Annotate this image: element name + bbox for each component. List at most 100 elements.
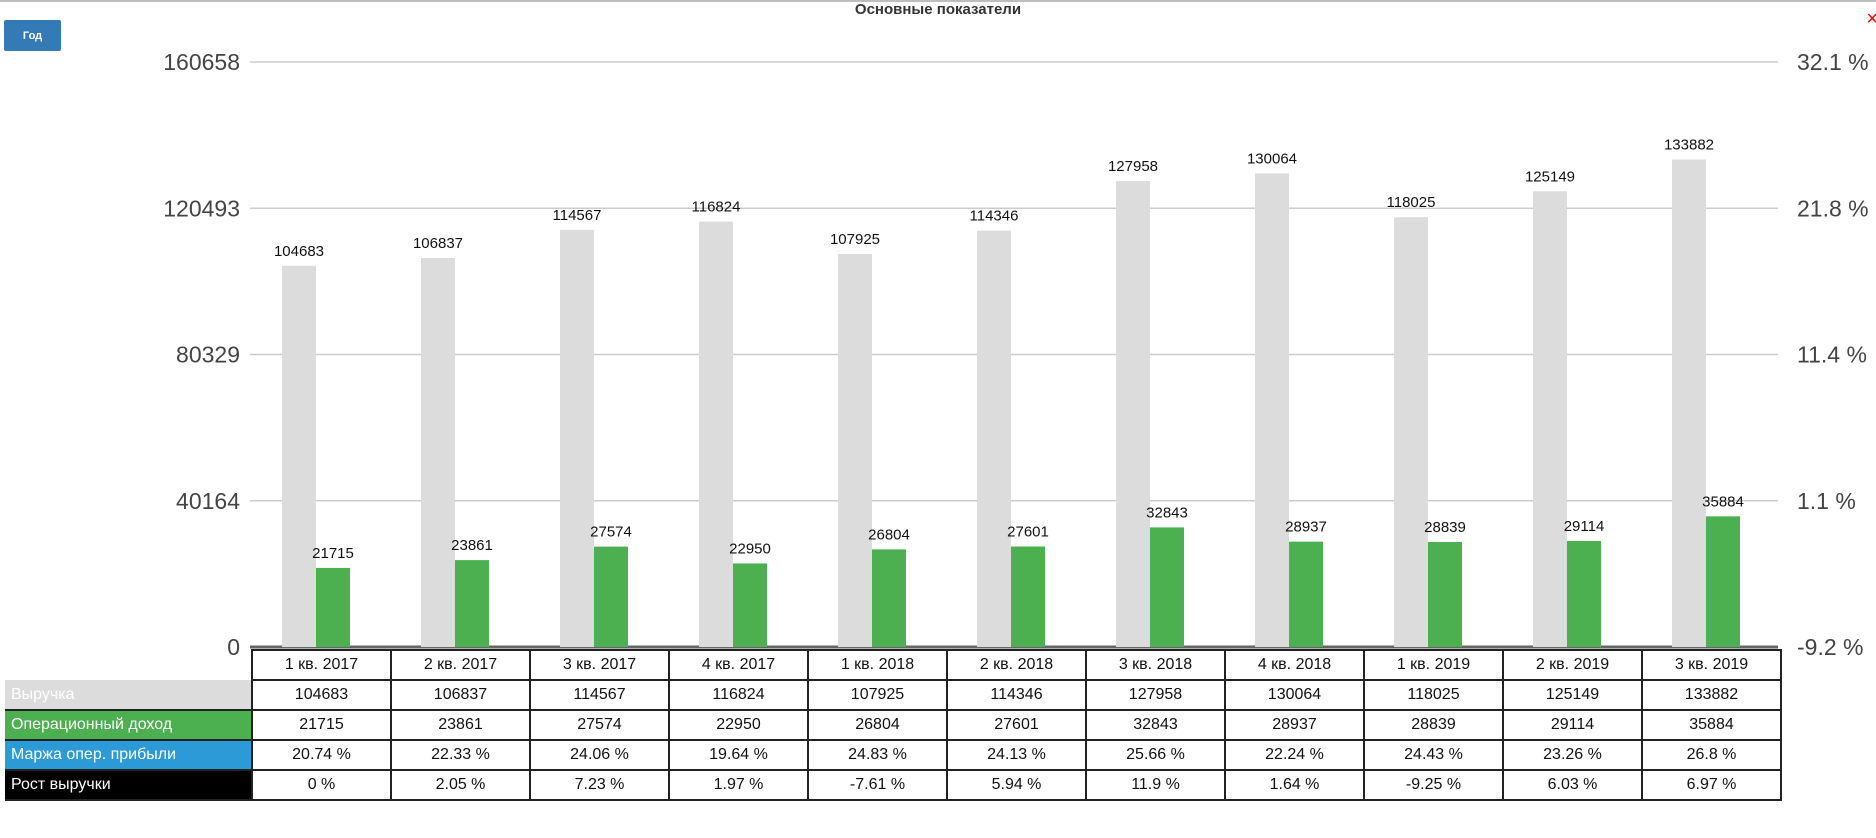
column-header: 3 кв. 2019 [1641,649,1782,681]
table-cell: 19.64 % [668,739,809,771]
chart-title: Основные показатели [854,1,1022,18]
data-label: 125149 [1525,168,1575,185]
op-income-bar [733,563,767,647]
data-label: 114346 [970,208,1019,225]
table-cell: 23861 [390,709,531,741]
column-header: 1 кв. 2017 [251,649,392,681]
left-axis-tick: 160658 [163,49,240,75]
op-income-bar [1150,527,1184,647]
table-cell: 22950 [668,709,809,741]
revenue-bar [1255,173,1289,647]
table-cell: -7.61 % [807,769,948,801]
revenue-bar [282,265,316,647]
table-cell: 24.06 % [529,739,670,771]
data-label: 35884 [1702,493,1744,510]
table-cell: 6.97 % [1641,769,1782,801]
data-label: 116824 [692,199,741,216]
left-axis-tick: 40164 [176,488,240,514]
table-cell: 24.13 % [946,739,1087,771]
data-label: 28839 [1424,519,1466,536]
column-header: 4 кв. 2018 [1224,649,1365,681]
table-cell: 125149 [1502,679,1643,711]
table-cell: 21715 [251,709,392,741]
right-axis-tick: 21.8 % [1797,195,1869,221]
table-cell: -9.25 % [1363,769,1504,801]
right-axis-tick: 1.1 % [1797,488,1856,514]
table-cell: 107925 [807,679,948,711]
empty-cell [5,650,252,680]
revenue-bar [1533,191,1567,648]
table-cell: 127958 [1085,679,1226,711]
op-income-bar [872,549,906,647]
table-cell: 114567 [529,679,670,711]
table-row: Рост выручки 0 % 2.05 % 7.23 % 1.97 % -7.61 %… [5,769,1782,801]
table-cell: 27601 [946,709,1087,741]
right-axis-tick: 32.1 % [1797,49,1869,75]
column-header: 2 кв. 2017 [390,649,531,681]
data-label: 106837 [413,235,463,252]
data-label: 26804 [868,526,910,543]
revenue-bar [560,229,594,647]
close-icon[interactable]: × [1866,8,1876,30]
row-label: Маржа опер. прибыли [5,740,252,771]
op-income-bar [1706,516,1740,647]
op-income-bar [1428,541,1462,647]
table-cell: 22.24 % [1224,739,1365,771]
op-income-bar [316,567,350,647]
column-header: 3 кв. 2017 [529,649,670,681]
left-axis-tick: 80329 [176,342,240,368]
table-cell: 26.8 % [1641,739,1782,771]
table-cell: 7.23 % [529,769,670,801]
data-label: 21715 [312,545,354,562]
year-button[interactable]: Год [4,20,61,51]
column-header: 1 кв. 2018 [807,649,948,681]
data-label: 23861 [451,537,493,554]
data-label: 104683 [274,243,324,260]
data-label: 22950 [729,540,771,557]
revenue-bar [838,254,872,647]
row-label: Выручка [5,680,252,711]
op-income-bar [1567,540,1601,647]
data-label: 118025 [1387,194,1436,211]
table-cell: 35884 [1641,709,1782,741]
data-label: 133882 [1664,136,1714,153]
data-label: 127958 [1108,158,1158,175]
table-cell: 0 % [251,769,392,801]
right-axis-tick: -9.2 % [1797,634,1863,660]
revenue-bar [977,230,1011,647]
op-income-bar [1011,546,1045,647]
table-header-row: 1 кв. 2017 2 кв. 2017 3 кв. 2017 4 кв. 2017… [5,649,1782,681]
data-label: 130064 [1247,150,1297,167]
op-income-bar [1289,541,1323,647]
op-income-bar [594,546,628,647]
table-cell: 1.64 % [1224,769,1365,801]
table-cell: 104683 [251,679,392,711]
table-cell: 116824 [668,679,809,711]
table-cell: 32843 [1085,709,1226,741]
data-table: 1 кв. 2017 2 кв. 2017 3 кв. 2017 4 кв. 2017… [5,649,1782,801]
table-cell: 25.66 % [1085,739,1226,771]
table-cell: 6.03 % [1502,769,1643,801]
data-label: 32843 [1146,504,1188,521]
column-header: 2 кв. 2019 [1502,649,1643,681]
table-cell: 130064 [1224,679,1365,711]
table-cell: 26804 [807,709,948,741]
table-cell: 5.94 % [946,769,1087,801]
table-cell: 11.9 % [1085,769,1226,801]
data-label: 27601 [1007,523,1049,540]
table-cell: 2.05 % [390,769,531,801]
revenue-bar [699,221,733,647]
column-header: 2 кв. 2018 [946,649,1087,681]
table-cell: 1.97 % [668,769,809,801]
table-cell: 24.83 % [807,739,948,771]
revenue-bar [1672,159,1706,647]
table-cell: 114346 [946,679,1087,711]
data-label: 114567 [553,207,602,224]
column-header: 4 кв. 2017 [668,649,809,681]
table-cell: 106837 [390,679,531,711]
table-cell: 28937 [1224,709,1365,741]
table-cell: 27574 [529,709,670,741]
op-income-bar [455,560,489,647]
table-cell: 20.74 % [251,739,392,771]
